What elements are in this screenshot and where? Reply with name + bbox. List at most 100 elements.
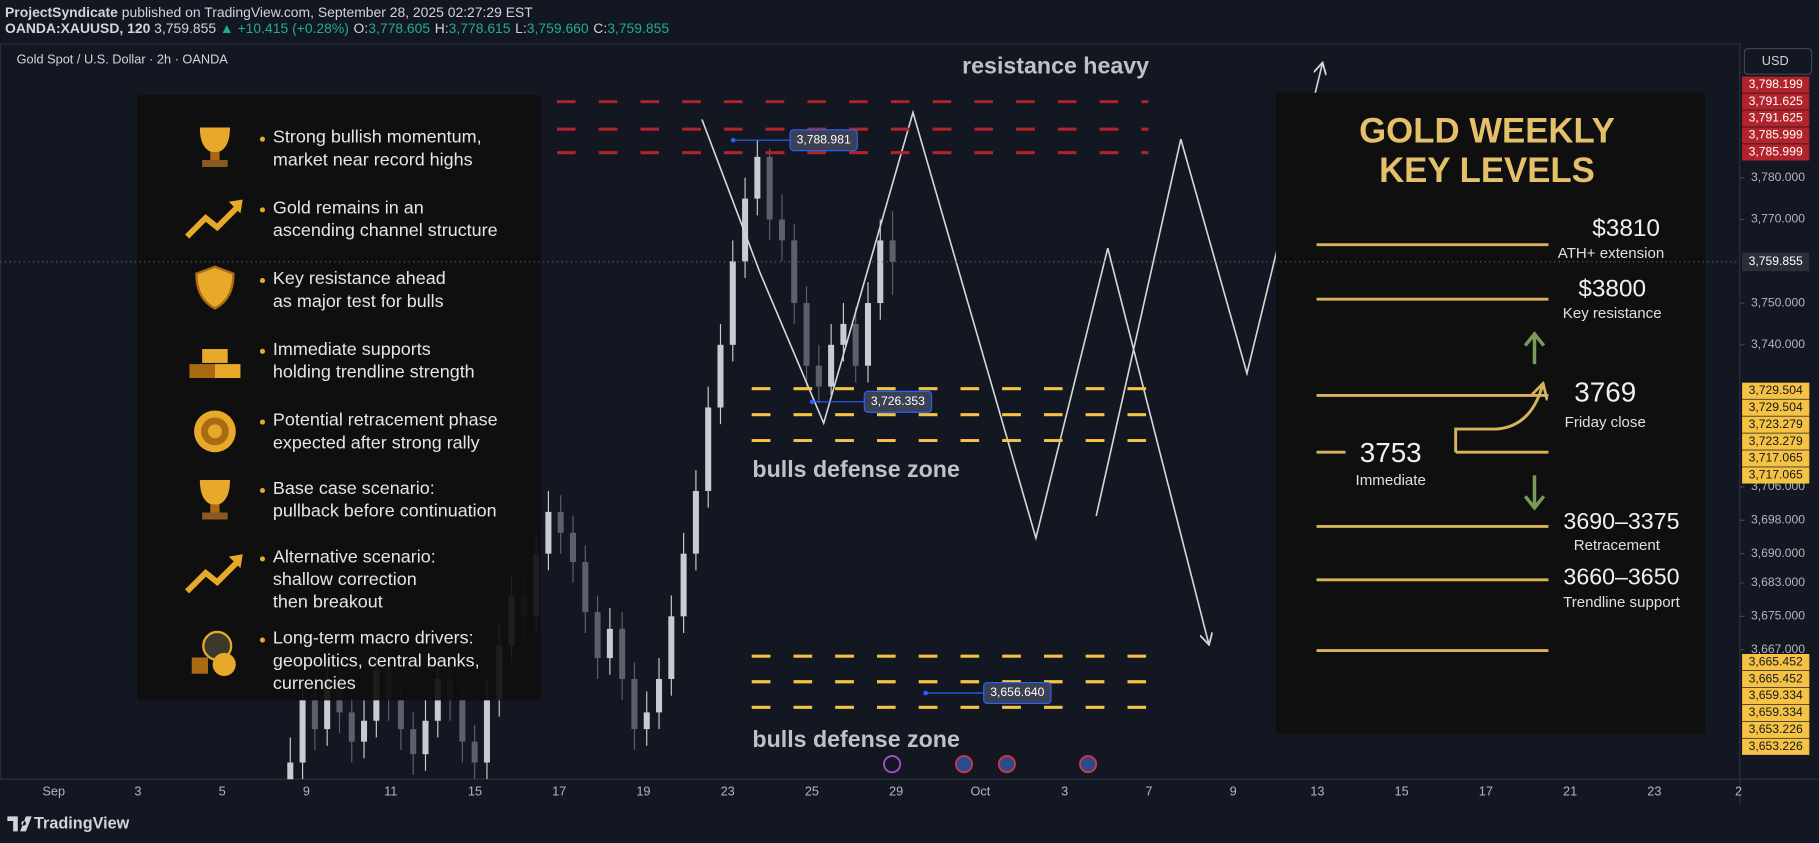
left-items: Strong bullish momentum,market near reco… [185,127,498,693]
level-label-box [1742,721,1810,738]
level-label: 3,653.226 [1749,739,1803,753]
level-price: 3753 [1360,437,1422,468]
y-tick-label: 3,683.000 [1751,575,1805,589]
y-tick-label: 3,770.000 [1751,212,1805,226]
bullet [259,556,266,562]
level-note: ATH+ extension [1558,245,1664,262]
level-label: 3,659.334 [1749,688,1803,702]
level-label-box [1742,738,1810,755]
down-arrow [1523,475,1546,511]
level-label: 3,729.504 [1749,400,1803,414]
level-price: 3660–3650 [1563,564,1679,590]
candle-body [606,628,613,659]
level-label-box [1742,467,1810,484]
item-text: expected after strong rally [273,432,480,452]
candle-body [287,762,294,780]
ohlc-label: H: [435,20,449,36]
event-icon[interactable] [883,755,902,774]
bullet [259,348,266,354]
x-tick-label: 23 [721,783,735,798]
item-text: geopolitics, central banks, [273,650,480,670]
candle-body [311,699,318,730]
item-text: Gold remains in an [273,197,424,217]
item-text: as major test for bulls [273,291,444,311]
callout-dot [809,399,815,405]
author: ProjectSyndicate [5,3,118,19]
y-tick-label: 3,750.000 [1751,295,1805,309]
level-label-box [1742,653,1810,671]
level-label-box [1742,450,1810,467]
x-tick-label: 11 [384,783,397,798]
candle-body [705,407,712,492]
level-label-box [1742,144,1810,161]
event-icon[interactable] [955,755,973,774]
level-label-box [1742,670,1810,688]
icon [212,652,236,677]
level-label: 3,659.334 [1749,705,1803,719]
level-label: 3,785.999 [1749,128,1803,142]
level-label: 3,723.279 [1749,434,1803,448]
level-label-box [1742,382,1810,399]
callout-box [863,390,933,413]
currency-box[interactable] [1743,48,1813,75]
callout-dot [923,690,929,696]
candle-body [459,699,466,742]
candle-body [803,303,810,366]
level-label: 3,665.452 [1749,654,1803,668]
header-line: ProjectSyndicate published on TradingVie… [5,3,533,19]
bullet [259,637,266,643]
x-tick-label: 9 [303,783,310,798]
candle-body [397,699,404,730]
item-text: currencies [273,673,356,693]
event-icon[interactable] [1079,755,1098,774]
x-tick-label: 13 [1310,783,1324,798]
x-tick-label: 21 [1563,783,1577,798]
level-label-box [1742,127,1810,144]
x-tick-label: 23 [1647,783,1661,798]
candle-body [864,303,872,366]
candle-body [656,678,663,713]
y-tick-label: 3,698.000 [1751,512,1805,526]
candle-body [348,712,355,742]
icon [228,554,243,569]
icon [207,424,222,439]
logo [7,816,32,832]
level-price: $3810 [1592,215,1660,242]
candle-body [582,562,589,613]
callout-label: 3,726.353 [871,394,925,408]
candle-body [692,491,699,554]
candle-body [483,699,490,763]
level-label: 3,791.625 [1749,111,1803,125]
level-label: 3,665.452 [1749,671,1803,685]
icon [185,204,241,239]
icon [191,657,208,674]
level-label-box [1742,704,1810,722]
candle-body [422,720,429,755]
level-label: 3,798.199 [1749,77,1803,91]
icon [210,151,220,161]
level-label-box [1742,93,1810,110]
x-tick-label: 29 [889,783,903,798]
y-tick-label: 3,675.000 [1751,609,1805,623]
x-tick-label: 3 [134,783,141,798]
level-label: 3,723.279 [1749,417,1803,431]
icon [189,364,215,379]
item-text: holding trendline strength [273,362,475,382]
y-tick-label: 3,780.000 [1751,170,1805,184]
candle-body [668,616,675,679]
level-price: 3690–3375 [1563,508,1679,534]
level-label: 3,785.999 [1749,145,1803,159]
callout-dot [730,137,736,143]
chart-title: Gold Spot / U.S. Dollar · 2h · OANDA [17,52,229,67]
candle-body [471,741,478,763]
bullet [259,136,266,142]
candle-body [815,365,822,387]
x-tick-label: Sep [42,783,65,798]
bullet [259,207,266,213]
event-icon[interactable] [997,755,1016,774]
item-text: Potential retracement phase [273,410,498,430]
ohlc-value: 3,778.605 [368,20,430,36]
level-note: Key resistance [1563,305,1662,322]
icon [199,480,230,506]
